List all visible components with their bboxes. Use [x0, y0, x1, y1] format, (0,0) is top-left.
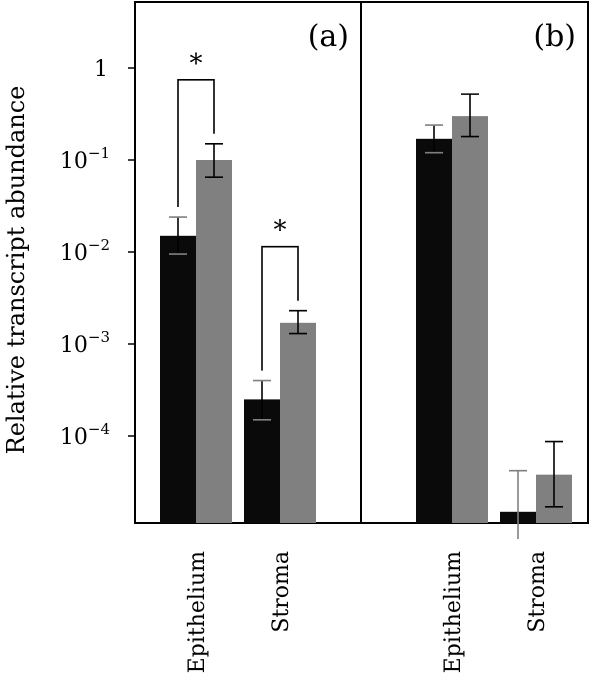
- error-bar: [545, 440, 563, 508]
- error-bar: [425, 124, 443, 154]
- y-axis-ticks: 110−110−210−310−4: [60, 57, 135, 450]
- error-bar: [205, 142, 223, 179]
- y-tick-base: 10: [60, 149, 88, 174]
- significance-bracket: [261, 245, 299, 371]
- bar-series-2: [196, 160, 232, 523]
- y-tick-base: 10: [60, 241, 88, 266]
- panel-label: (b): [533, 19, 576, 54]
- category-label: Stroma: [525, 551, 550, 633]
- y-tick-label: 10−3: [60, 328, 110, 358]
- significance-bracket: [177, 78, 215, 208]
- error-bar: [289, 309, 307, 335]
- y-tick-base: 1: [94, 57, 108, 82]
- chart-panel: (a) Epithelium Stroma * *: [134, 1, 362, 673]
- panel-label: (a): [308, 19, 349, 54]
- y-tick-exponent: −2: [88, 236, 110, 254]
- y-tick-label: 1: [94, 57, 108, 82]
- significance-label: *: [274, 216, 287, 246]
- bar-series-2: [452, 116, 488, 523]
- category-label: Epithelium: [185, 551, 210, 673]
- y-tick-label: 10−4: [60, 420, 110, 450]
- y-tick-exponent: −4: [88, 420, 110, 438]
- y-tick-base: 10: [60, 425, 88, 450]
- error-bar: [509, 469, 527, 539]
- bar-series-1: [160, 235, 196, 523]
- chart-panels: (a) Epithelium Stroma * * (b) Epithelium Stroma: [134, 1, 589, 673]
- y-tick-exponent: −1: [88, 144, 110, 162]
- bar-series-2: [280, 322, 316, 523]
- category-label: Stroma: [269, 551, 294, 633]
- y-tick-label: 10−1: [60, 144, 110, 174]
- y-tick-label: 10−2: [60, 236, 110, 266]
- error-bar: [253, 379, 271, 421]
- significance-label: *: [190, 49, 203, 79]
- chart-panel: (b) Epithelium Stroma: [360, 1, 589, 673]
- error-bar: [169, 216, 187, 255]
- category-label: Epithelium: [441, 551, 466, 673]
- y-axis-title-group: Relative transcript abundance: [2, 86, 30, 455]
- y-axis-title: Relative transcript abundance: [2, 86, 30, 455]
- error-bar: [461, 93, 479, 138]
- y-tick-base: 10: [60, 333, 88, 358]
- y-tick-exponent: −3: [88, 328, 110, 346]
- bar-series-1: [416, 138, 452, 523]
